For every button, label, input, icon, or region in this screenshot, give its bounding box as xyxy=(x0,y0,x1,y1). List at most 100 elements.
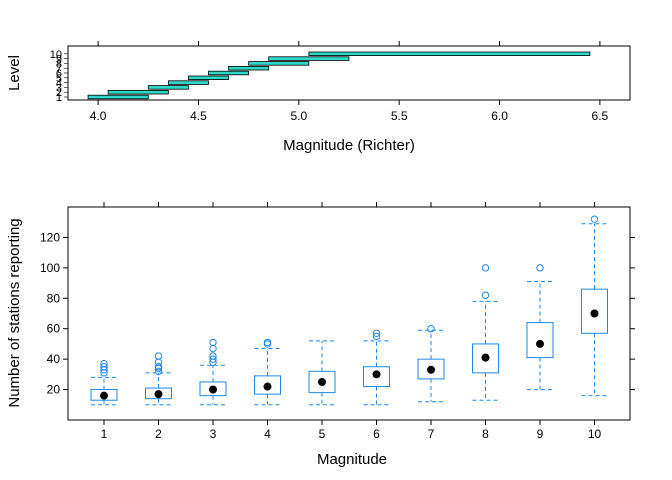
boxplot-x-tick-label: 8 xyxy=(482,427,489,441)
boxplot-box-group xyxy=(90,360,118,406)
boxplot-median-dot xyxy=(536,339,544,348)
boxplot-median-dot xyxy=(427,365,435,374)
boxplot-median-dot xyxy=(209,385,217,394)
shingle-x-ticks: 4.0 4.5 5.0 5.5 6.0 6.5 xyxy=(90,41,609,123)
shingle-x-tick-label: 5.0 xyxy=(290,109,307,123)
boxplot-box-group xyxy=(581,215,608,397)
shingle-interval-bar xyxy=(268,56,350,61)
shingle-interval-bar xyxy=(208,70,250,76)
boxplot-box-group xyxy=(199,338,227,406)
boxplot-box xyxy=(472,343,499,374)
boxplot-box-group xyxy=(363,329,390,406)
boxplot-box-group xyxy=(308,340,336,406)
boxplot-box xyxy=(363,366,390,388)
boxplot-y-tick-label: 120 xyxy=(40,230,60,244)
boxplot-x-tick-label: 1 xyxy=(101,427,108,441)
boxplot-boxes xyxy=(90,215,608,406)
shingle-level-label: 1 xyxy=(56,92,62,104)
shingle-x-tick-label: 4.0 xyxy=(90,109,107,123)
shingle-level-label: 2 xyxy=(56,87,62,99)
boxplot-y-axis-label: Number of stations reporting xyxy=(6,218,23,407)
boxplot-box-group xyxy=(526,264,554,391)
boxplot-outlier xyxy=(209,344,217,353)
shingle-x-axis-label: Magnitude (Richter) xyxy=(283,137,415,154)
boxplot-median-dot xyxy=(372,370,381,379)
boxplot-outlier xyxy=(481,264,490,272)
boxplot-x-tick-label: 5 xyxy=(319,427,326,441)
shingle-level-label: 6 xyxy=(56,68,62,80)
boxplot-panel: 20 40 60 80 100 120 1 2 3 4 5 6 7 8 9 10 Magnitude Num… xyxy=(6,202,635,468)
boxplot-box xyxy=(145,387,172,400)
boxplot-outlier xyxy=(154,358,163,366)
boxplot-outlier xyxy=(209,352,217,360)
boxplot-y-tick-label: 40 xyxy=(47,352,61,366)
boxplot-box xyxy=(417,358,445,380)
boxplot-y-tick-label: 100 xyxy=(40,261,60,275)
boxplot-outlier xyxy=(100,363,108,371)
boxplot-outlier xyxy=(154,363,163,371)
boxplot-box xyxy=(308,370,336,394)
shingle-level-label: 7 xyxy=(56,63,62,75)
shingle-level-label: 9 xyxy=(56,54,62,66)
shingle-interval-bar xyxy=(147,85,189,90)
shingle-level-label: 10 xyxy=(50,49,62,61)
boxplot-box-group xyxy=(472,264,499,401)
shingle-interval-bar xyxy=(228,66,270,71)
shingle-interval-bar xyxy=(188,75,229,80)
boxplot-x-tick-label: 9 xyxy=(537,427,544,441)
boxplot-median-dot xyxy=(154,390,163,399)
boxplot-outlier xyxy=(209,355,217,363)
boxplot-frame xyxy=(67,206,631,421)
shingle-y-axis-label: Level xyxy=(6,55,23,91)
boxplot-box-group xyxy=(145,352,172,406)
boxplot-x-tick-label: 2 xyxy=(155,427,162,441)
shingle-x-tick-label: 5.5 xyxy=(391,109,408,123)
boxplot-outlier xyxy=(481,291,490,299)
boxplot-x-axis-label: Magnitude xyxy=(317,451,387,468)
shingle-interval-bar xyxy=(167,80,209,85)
boxplot-x-tick-label: 7 xyxy=(428,427,435,441)
boxplot-y-tick-label: 20 xyxy=(47,383,61,397)
boxplot-median-dot xyxy=(100,391,108,400)
boxplot-outlier xyxy=(100,360,108,368)
boxplot-outlier xyxy=(372,332,381,341)
boxplot-box xyxy=(581,288,608,334)
boxplot-y-ticks: 20 40 60 80 100 120 xyxy=(40,230,635,397)
boxplot-x-tick-label: 3 xyxy=(210,427,217,441)
boxplot-outlier xyxy=(263,338,272,347)
boxplot-median-dot xyxy=(590,309,599,318)
shingle-interval-bar xyxy=(87,94,149,100)
shingle-level-label: 5 xyxy=(56,73,62,85)
shingle-interval-bar xyxy=(308,51,591,56)
boxplot-box xyxy=(254,375,281,395)
shingle-level-label: 4 xyxy=(56,78,62,90)
boxplot-y-tick-label: 80 xyxy=(47,291,61,305)
boxplot-x-ticks: 1 2 3 4 5 6 7 8 9 10 xyxy=(101,202,602,441)
boxplot-box xyxy=(526,322,554,359)
boxplot-y-tick-label: 60 xyxy=(47,322,61,336)
shingle-interval-bar xyxy=(107,90,169,95)
boxplot-outlier xyxy=(209,338,217,347)
boxplot-outlier xyxy=(536,264,544,272)
boxplot-box xyxy=(199,381,227,397)
boxplot-median-dot xyxy=(263,382,272,391)
boxplot-outlier xyxy=(427,325,435,333)
shingle-intervals xyxy=(87,51,591,100)
boxplot-outlier xyxy=(154,352,163,360)
boxplot-outlier xyxy=(154,367,163,376)
boxplot-median-dot xyxy=(481,353,490,362)
shingle-x-tick-label: 6.0 xyxy=(491,109,508,123)
boxplot-median-dot xyxy=(318,377,326,386)
shingle-level-label: 8 xyxy=(56,58,62,70)
boxplot-outlier xyxy=(372,329,381,337)
shingle-interval-bar xyxy=(248,61,310,66)
boxplot-box xyxy=(90,389,118,401)
boxplot-x-tick-label: 4 xyxy=(264,427,271,441)
boxplot-x-tick-label: 10 xyxy=(588,427,602,441)
boxplot-box-group xyxy=(417,325,445,403)
shingle-x-tick-label: 4.5 xyxy=(190,109,207,123)
shingle-x-tick-label: 6.5 xyxy=(592,109,609,123)
